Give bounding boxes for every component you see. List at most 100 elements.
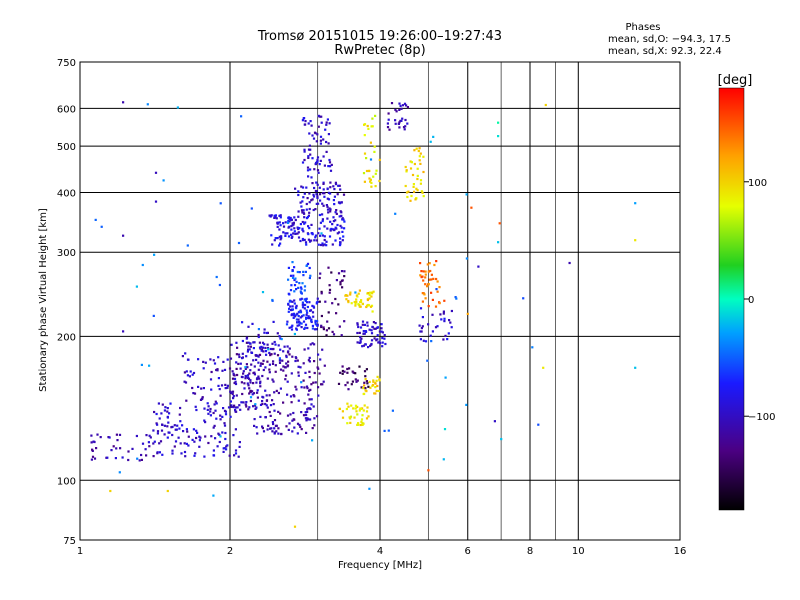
data-point (349, 293, 352, 296)
data-point (358, 365, 361, 368)
data-point (266, 360, 269, 363)
data-point (330, 271, 333, 274)
data-point (303, 289, 306, 292)
data-point (278, 357, 281, 360)
data-point (269, 404, 273, 407)
data-point (265, 353, 268, 356)
data-point (302, 314, 305, 317)
data-point (293, 426, 296, 429)
data-point (327, 191, 330, 194)
data-point (290, 218, 293, 221)
data-point (260, 345, 263, 348)
data-point (322, 181, 325, 184)
data-point (313, 328, 317, 331)
data-point (266, 346, 270, 350)
data-point (230, 405, 233, 408)
data-point (257, 375, 260, 378)
data-point (303, 192, 306, 195)
data-point (331, 330, 334, 333)
data-point (410, 194, 413, 198)
data-point (367, 415, 370, 418)
data-point (251, 322, 254, 325)
data-point (369, 386, 372, 389)
data-point (418, 155, 421, 158)
data-point (279, 214, 282, 217)
data-point (299, 298, 302, 301)
data-point (422, 195, 425, 198)
data-point (308, 211, 311, 214)
data-point (256, 391, 259, 394)
stats-x-line: mean, sd,X: 92.3, 22.4 (608, 46, 722, 57)
data-point (288, 347, 291, 350)
data-point (156, 423, 159, 426)
data-point (273, 216, 276, 219)
data-point (311, 342, 314, 345)
data-point (237, 362, 240, 365)
data-point (320, 290, 323, 293)
data-point (313, 371, 316, 375)
data-point (377, 389, 380, 393)
data-point (305, 202, 308, 206)
data-point (329, 181, 332, 184)
data-point (299, 316, 302, 319)
data-point (317, 232, 320, 235)
data-point (263, 328, 266, 331)
data-point (156, 432, 159, 435)
data-point (222, 450, 225, 453)
data-point (443, 428, 447, 431)
data-point (224, 431, 227, 435)
data-point (298, 227, 301, 230)
data-point (153, 253, 156, 256)
data-point (361, 345, 364, 348)
data-point (370, 295, 373, 298)
data-point (217, 432, 220, 435)
data-point (289, 274, 293, 277)
data-point (294, 232, 297, 235)
data-point (329, 220, 332, 223)
data-point (164, 406, 167, 409)
data-point (405, 104, 408, 107)
data-point (198, 439, 201, 442)
data-point (386, 126, 390, 129)
data-point (362, 409, 365, 412)
data-point (315, 415, 319, 418)
data-point (319, 199, 322, 202)
data-point (306, 305, 309, 309)
data-point (419, 162, 422, 165)
data-point (286, 320, 289, 323)
data-point (406, 122, 409, 125)
data-point (317, 202, 320, 205)
data-point (307, 175, 310, 178)
data-point (304, 270, 307, 273)
data-point (321, 234, 324, 237)
data-point (355, 300, 358, 303)
data-point (341, 410, 344, 413)
data-point (427, 305, 430, 308)
data-point (328, 291, 331, 294)
x-tick-label: 8 (527, 546, 533, 557)
data-point (259, 380, 262, 383)
data-point (277, 221, 280, 224)
data-point (273, 391, 276, 394)
data-point (386, 122, 389, 125)
data-point (314, 321, 317, 324)
data-point (431, 330, 434, 333)
data-point (371, 383, 375, 387)
data-point (371, 117, 374, 120)
data-point (284, 232, 287, 235)
data-point (500, 438, 503, 441)
data-point (436, 325, 439, 328)
data-point (331, 243, 334, 246)
data-point (374, 327, 377, 330)
data-point (307, 315, 310, 318)
data-point (315, 301, 319, 304)
data-point (477, 265, 480, 268)
data-point (293, 278, 296, 282)
data-point (374, 185, 377, 188)
data-point (455, 297, 458, 300)
data-point (367, 304, 371, 307)
data-point (359, 305, 362, 308)
data-point (232, 406, 235, 409)
data-point (354, 378, 357, 381)
data-point (297, 236, 301, 239)
